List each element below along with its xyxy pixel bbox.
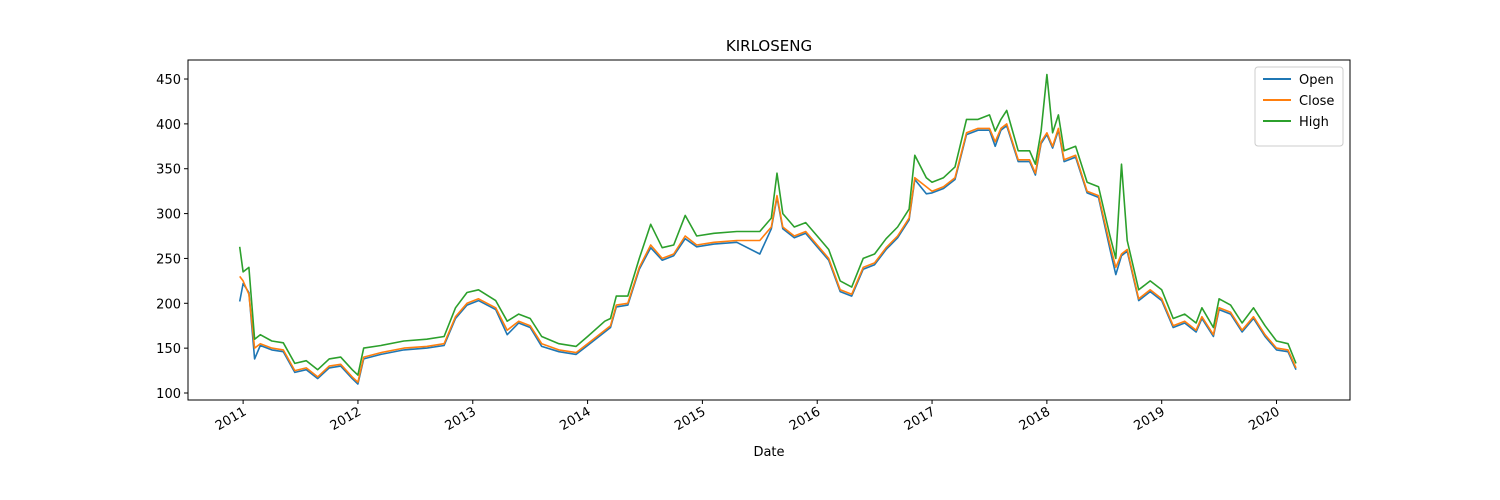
x-tick-label: 2012 xyxy=(328,404,364,434)
x-tick-label: 2014 xyxy=(557,404,593,434)
line-series xyxy=(238,124,1297,385)
legend-label: Open xyxy=(1299,73,1334,88)
x-tick-label: 2019 xyxy=(1132,404,1168,434)
chart-title: KIRLOSENG xyxy=(726,37,812,55)
x-tick-label: 2016 xyxy=(787,404,823,434)
legend-label: Close xyxy=(1299,94,1334,109)
x-tick-label: 2013 xyxy=(443,404,479,434)
line-series xyxy=(239,123,1297,383)
y-tick-label: 400 xyxy=(156,118,181,133)
y-tick-label: 300 xyxy=(156,208,181,223)
plot-frame xyxy=(187,59,1351,401)
y-tick-label: 450 xyxy=(156,73,181,88)
x-tick-label: 2011 xyxy=(213,404,249,434)
x-tick-label: 2020 xyxy=(1246,404,1282,434)
line-series xyxy=(238,73,1297,376)
legend-label: High xyxy=(1299,115,1329,130)
y-tick-label: 250 xyxy=(156,252,181,267)
y-tick-label: 100 xyxy=(156,387,181,402)
y-tick-label: 150 xyxy=(156,342,181,357)
x-tick-label: 2015 xyxy=(672,404,708,434)
y-tick-label: 350 xyxy=(156,163,181,178)
x-axis-label: Date xyxy=(753,445,784,460)
legend-box xyxy=(1254,66,1344,147)
x-tick-label: 2017 xyxy=(902,404,938,434)
legend: Open Close High xyxy=(1254,66,1344,147)
x-tick-label: 2018 xyxy=(1017,404,1053,434)
y-tick-label: 200 xyxy=(156,297,181,312)
